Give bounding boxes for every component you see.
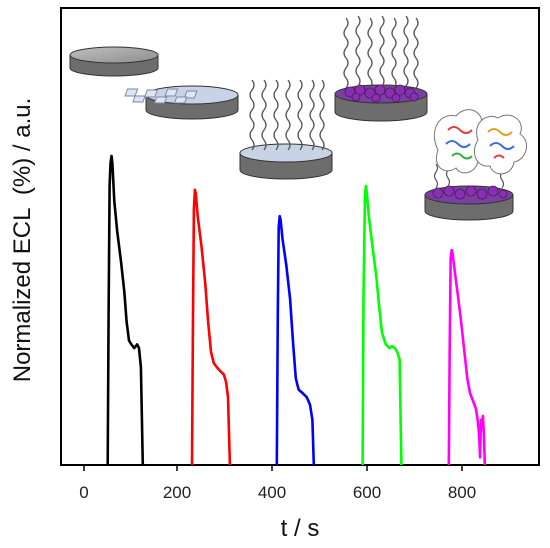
- x-tick-label-200: 200: [163, 483, 191, 502]
- y-axis-title: Normalized ECL (%) / a.u.: [9, 98, 36, 383]
- x-tick-label-800: 800: [448, 483, 476, 502]
- series-line-5: [447, 248, 487, 466]
- x-tick-label-600: 600: [353, 483, 381, 502]
- plot-frame: [60, 7, 540, 466]
- x-tick-label-0: 0: [79, 483, 88, 502]
- series-line-2: [190, 188, 232, 466]
- film-modified-electrode-icon: [124, 85, 239, 120]
- x-axis-title: t / s: [281, 515, 320, 542]
- series-line-4: [361, 184, 403, 466]
- nanoparticle-dna-electrode-icon: [334, 15, 428, 122]
- x-tick-label-400: 400: [258, 483, 286, 502]
- bare-electrode-icon: [69, 46, 159, 77]
- series-layer: [106, 154, 487, 466]
- dna-probe-electrode-icon: [239, 79, 333, 180]
- electrode-illustrations: [69, 15, 528, 221]
- protein-bound-electrode-icon: [424, 109, 528, 221]
- x-axis: 0 200 400 600 800: [79, 465, 476, 502]
- series-line-1: [106, 154, 145, 466]
- series-line-3: [275, 214, 316, 466]
